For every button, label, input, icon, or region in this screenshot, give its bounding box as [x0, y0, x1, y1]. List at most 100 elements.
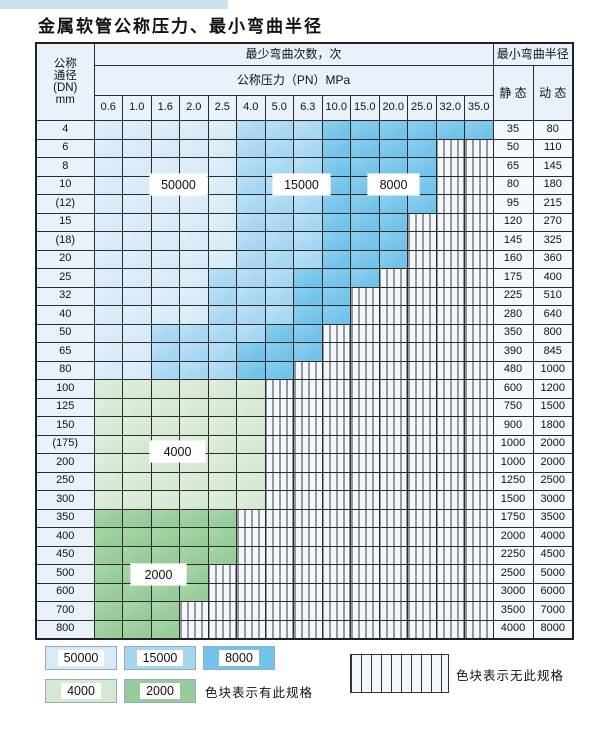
dn-cell: 10 [35, 175, 95, 195]
no-spec-cell [407, 545, 437, 565]
spec-cell-8000 [350, 231, 380, 251]
no-spec-cell [407, 453, 437, 473]
no-spec-cell [435, 305, 465, 325]
spec-cell-50000 [179, 120, 209, 140]
table-row-dn-4: 4 35 80 [35, 120, 574, 140]
no-spec-cell [407, 434, 437, 454]
spec-cell-15000 [150, 323, 180, 343]
spec-cell-50000 [150, 268, 180, 288]
table-row-dn-6: 6 50 110 [35, 138, 574, 158]
spec-cell-15000 [179, 360, 209, 380]
spec-cell-15000 [236, 120, 266, 140]
no-spec-cell [293, 582, 323, 602]
no-spec-cell [407, 268, 437, 288]
dn-cell: 65 [35, 342, 95, 362]
no-spec-cell [435, 323, 465, 343]
spec-cell-50000 [150, 120, 180, 140]
zone-label-50000: 50000 [150, 174, 207, 195]
spec-cell-50000 [93, 120, 123, 140]
spec-cell-50000 [93, 157, 123, 177]
spec-cell-15000 [264, 212, 294, 232]
spec-cell-15000 [236, 286, 266, 306]
spec-cell-8000 [350, 249, 380, 269]
pressure-tick-35.0: 35.0 [464, 95, 494, 121]
table-row-dn-350: 350 1750 3500 [35, 508, 574, 528]
spec-cell-50000 [179, 231, 209, 251]
spec-cell-15000 [207, 360, 237, 380]
spec-cell-15000 [293, 249, 323, 269]
spec-cell-2000 [207, 508, 237, 528]
spec-cell-8000 [236, 360, 266, 380]
spec-cell-8000 [321, 268, 351, 288]
dynamic-value: 360 [532, 249, 574, 269]
no-spec-cell [407, 286, 437, 306]
static-value: 2000 [492, 527, 534, 547]
spec-cell-8000 [264, 360, 294, 380]
spec-cell-50000 [93, 342, 123, 362]
spec-cell-50000 [179, 268, 209, 288]
no-spec-cell [407, 508, 437, 528]
no-spec-cell [435, 342, 465, 362]
no-spec-cell [407, 342, 437, 362]
no-spec-cell [350, 471, 380, 491]
no-spec-cell [350, 601, 380, 621]
pressure-tick-20.0: 20.0 [378, 95, 408, 121]
table-row-dn-175: (175) 1000 2000 [35, 434, 574, 454]
spec-cell-8000 [264, 342, 294, 362]
spec-cell-8000 [321, 194, 351, 214]
spec-cell-15000 [150, 360, 180, 380]
dynamic-value: 2500 [532, 471, 574, 491]
spec-cell-15000 [293, 212, 323, 232]
no-spec-cell [350, 490, 380, 510]
no-spec-cell [264, 379, 294, 399]
dynamic-value: 5000 [532, 564, 574, 584]
dynamic-value: 2000 [532, 434, 574, 454]
pressure-tick-10.0: 10.0 [321, 95, 351, 121]
no-spec-cell [407, 564, 437, 584]
spec-cell-15000 [264, 120, 294, 140]
table-row-dn-200: 200 1000 2000 [35, 453, 574, 473]
spec-cell-50000 [207, 120, 237, 140]
pressure-tick-6.3: 6.3 [293, 95, 323, 121]
spec-cell-8000 [264, 323, 294, 343]
spec-cell-8000 [378, 231, 408, 251]
no-spec-cell [435, 249, 465, 269]
spec-cell-15000 [207, 268, 237, 288]
spec-cell-50000 [93, 138, 123, 158]
spec-cell-2000 [122, 508, 152, 528]
pressure-tick-0.6: 0.6 [93, 95, 123, 121]
spec-cell-4000 [207, 434, 237, 454]
no-spec-cell [264, 416, 294, 436]
pressure-tick-1.6: 1.6 [150, 95, 180, 121]
spec-cell-50000 [179, 286, 209, 306]
spec-cell-2000 [122, 582, 152, 602]
no-spec-cell [321, 508, 351, 528]
spec-cell-8000 [378, 138, 408, 158]
no-spec-cell [464, 397, 494, 417]
no-spec-cell [378, 582, 408, 602]
no-spec-cell [407, 379, 437, 399]
no-spec-cell [435, 231, 465, 251]
no-spec-cell [378, 471, 408, 491]
no-spec-cell [264, 582, 294, 602]
spec-cell-15000 [236, 194, 266, 214]
no-spec-cell [350, 434, 380, 454]
no-spec-cell [378, 564, 408, 584]
static-value: 120 [492, 212, 534, 232]
zone-label-15000: 15000 [273, 174, 330, 195]
spec-cell-15000 [264, 157, 294, 177]
no-spec-cell [435, 175, 465, 195]
no-spec-cell [321, 342, 351, 362]
zone-label-8000: 8000 [368, 174, 419, 195]
dn-cell: 32 [35, 286, 95, 306]
spec-cell-2000 [122, 527, 152, 547]
no-spec-cell [378, 305, 408, 325]
no-spec-cell [407, 471, 437, 491]
no-spec-cell [321, 601, 351, 621]
no-spec-cell [435, 490, 465, 510]
dynamic-value: 3500 [532, 508, 574, 528]
spec-cell-4000 [236, 379, 266, 399]
dynamic-value: 510 [532, 286, 574, 306]
spec-cell-50000 [122, 305, 152, 325]
